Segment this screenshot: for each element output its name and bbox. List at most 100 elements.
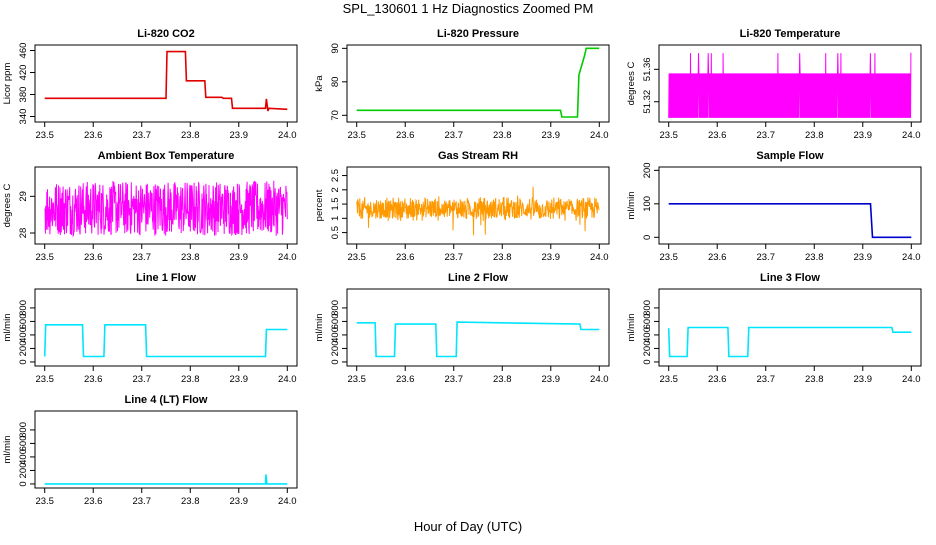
y-tick-label: 600 (330, 313, 341, 329)
x-tick-label: 23.6 (708, 374, 727, 385)
y-axis-label: Licor ppm (2, 63, 13, 105)
y-tick-label: 400 (642, 327, 653, 343)
y-tick-label: 0 (330, 359, 341, 364)
panel-title: Li-820 CO2 (137, 28, 194, 40)
x-tick-label: 23.9 (230, 374, 249, 385)
x-tick-label: 24.0 (278, 130, 297, 141)
x-tick-label: 23.5 (347, 374, 366, 385)
panel-8: Line 2 Flow ml/min 23.5 23.6 23.7 23.8 23.9 24.… (314, 272, 610, 385)
y-tick-label: 51.36 (642, 57, 653, 81)
x-tick-label: 24.0 (902, 130, 921, 141)
x-tick-label: 23.7 (444, 374, 463, 385)
y-axis-label: percent (314, 189, 325, 221)
y-tick-label: 90 (330, 43, 341, 54)
y-tick-label: 340 (18, 109, 29, 125)
x-tick-label: 23.6 (396, 252, 415, 263)
x-tick-label: 23.7 (756, 374, 775, 385)
plot-area (44, 50, 288, 112)
panel-title: Line 1 Flow (136, 272, 196, 284)
y-axis-label: degrees C (626, 61, 637, 105)
plot-frame (34, 288, 298, 367)
x-tick-label: 23.7 (756, 252, 775, 263)
series-line (43, 324, 288, 358)
plot-area (44, 474, 288, 485)
x-tick-label: 23.8 (181, 374, 200, 385)
x-tick-label: 23.8 (493, 130, 512, 141)
panel-title: Line 2 Flow (448, 272, 508, 284)
y-axis-label: ml/min (2, 436, 13, 464)
series-line (356, 47, 600, 118)
panel-9: Line 3 Flow ml/min 23.5 23.6 23.7 23.8 23.9 24.… (626, 272, 922, 385)
x-tick-label: 23.9 (854, 374, 873, 385)
panel-3: Li-820 Temperature degrees C 23.5 23.6 23.7 2… (626, 28, 922, 141)
series-line (668, 203, 912, 239)
panel-2: Li-820 Pressure kPa 23.5 23.6 23.7 23.8 23.9 24… (314, 28, 610, 141)
x-tick-label: 24.0 (590, 374, 609, 385)
x-tick-label: 24.0 (590, 252, 609, 263)
x-tick-label: 23.6 (708, 130, 727, 141)
y-tick-label: 400 (18, 327, 29, 343)
y-tick-label: 800 (642, 300, 653, 316)
x-tick-label: 23.8 (493, 252, 512, 263)
panel-title: Line 3 Flow (760, 272, 820, 284)
x-tick-label: 24.0 (278, 496, 297, 507)
panel-title: Ambient Box Temperature (98, 150, 235, 162)
y-tick-label: 28 (18, 228, 29, 239)
y-tick-label: 800 (18, 422, 29, 438)
y-tick-label: 200 (642, 162, 653, 178)
x-tick-label: 23.5 (347, 252, 366, 263)
y-tick-label: 380 (18, 87, 29, 103)
series-line (44, 180, 288, 238)
y-tick-label: 0 (642, 235, 653, 240)
y-tick-label: 100 (642, 196, 653, 212)
y-axis-label: kPa (314, 75, 325, 92)
x-tick-label: 23.5 (659, 130, 678, 141)
x-tick-label: 23.7 (132, 496, 151, 507)
plot-frame (346, 166, 610, 245)
x-tick-label: 24.0 (278, 252, 297, 263)
y-tick-label: 51.32 (642, 90, 653, 114)
y-tick-label: 600 (18, 435, 29, 451)
panel-title: Gas Stream RH (438, 150, 518, 162)
y-tick-label: 400 (330, 327, 341, 343)
series-line (667, 326, 912, 358)
y-tick-label: 0 (642, 359, 653, 364)
x-tick-label: 23.6 (84, 496, 103, 507)
x-tick-label: 23.7 (756, 130, 775, 141)
x-tick-label: 23.8 (805, 374, 824, 385)
x-tick-label: 24.0 (902, 252, 921, 263)
x-tick-label: 23.6 (84, 130, 103, 141)
x-tick-label: 23.9 (230, 496, 249, 507)
panel-6: Sample Flow ml/min 23.5 23.6 23.7 23.8 23.9 24.… (626, 150, 922, 263)
panel-title: Sample Flow (756, 150, 824, 162)
x-tick-label: 23.9 (230, 130, 249, 141)
y-tick-label: 1.5 (330, 197, 341, 210)
y-tick-label: 400 (18, 449, 29, 465)
y-tick-label: 800 (330, 300, 341, 316)
y-tick-label: 2.5 (330, 169, 341, 182)
panel-1: Li-820 CO2 Licor ppm 23.5 23.6 23.7 23.8 23.9 2… (2, 28, 298, 141)
x-tick-label: 23.5 (35, 130, 54, 141)
panel-7: Line 1 Flow ml/min 23.5 23.6 23.7 23.8 23.9 24.… (2, 272, 298, 385)
series-line (668, 52, 912, 118)
y-tick-label: 0 (18, 481, 29, 486)
x-tick-label: 23.5 (659, 252, 678, 263)
x-tick-label: 23.8 (805, 252, 824, 263)
plot-area (356, 186, 600, 236)
x-tick-label: 23.7 (132, 252, 151, 263)
x-tick-label: 23.5 (659, 374, 678, 385)
x-tick-label: 23.8 (181, 252, 200, 263)
x-tick-label: 23.6 (708, 252, 727, 263)
panel-10: Line 4 (LT) Flow ml/min 23.5 23.6 23.7 23.8 23… (2, 394, 298, 507)
series-line (44, 474, 288, 485)
x-tick-label: 23.5 (35, 374, 54, 385)
plot-frame (658, 166, 922, 245)
y-tick-label: 200 (18, 341, 29, 357)
y-tick-label: 200 (18, 463, 29, 479)
x-tick-label: 23.5 (35, 252, 54, 263)
plot-frame (346, 288, 610, 367)
plot-frame (346, 44, 610, 123)
y-tick-label: 2 (330, 187, 341, 192)
